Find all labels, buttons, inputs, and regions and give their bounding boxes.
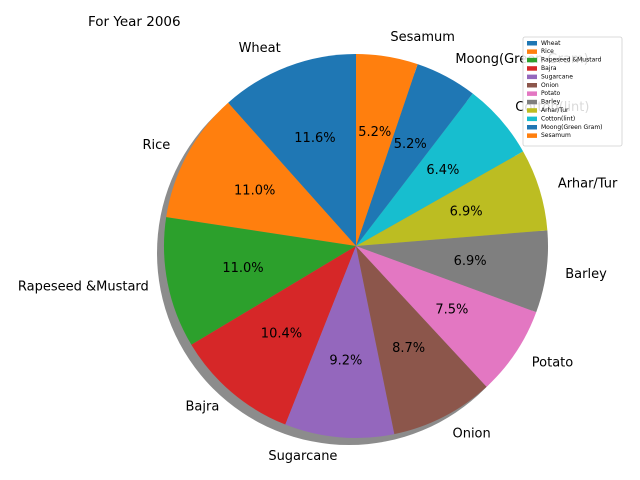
legend-label-arhar-tur: Arhar/Tur	[541, 107, 569, 114]
pie-slice-rapeseed-mustard	[164, 217, 356, 345]
category-label-sugarcane: Sugarcane	[268, 449, 337, 464]
legend-label-cotton-lint: Cotton(lint)	[541, 115, 575, 122]
legend-label-barley: Barley	[541, 99, 561, 106]
legend-label-sesamum: Sesamum	[541, 132, 571, 139]
category-label-onion: Onion	[452, 426, 490, 441]
legend-swatch-onion	[527, 83, 537, 88]
legend-label-rapeseed-mustard: Rapeseed &Mustard	[541, 57, 602, 64]
percent-label-cotton-lint: 6.4%	[426, 163, 459, 178]
percent-label-barley: 6.9%	[454, 254, 487, 269]
legend-label-sugarcane: Sugarcane	[541, 73, 573, 80]
pie-slice-sesamum	[356, 54, 418, 246]
category-label-arhar-tur: Arhar/Tur	[558, 176, 618, 191]
pie-slice-moong-green-gram	[356, 64, 473, 246]
category-label-wheat: Wheat	[239, 41, 281, 56]
legend-label-potato: Potato	[541, 90, 560, 97]
percent-label-moong-green-gram: 5.2%	[394, 137, 427, 152]
category-label-rapeseed-mustard: Rapeseed &Mustard	[18, 279, 149, 294]
legend-swatch-potato	[527, 91, 537, 96]
pie-slice-cotton-lint	[356, 93, 524, 246]
pie-slice-rice	[166, 102, 356, 246]
pie-slice-sugarcane	[285, 246, 395, 438]
legend-frame	[522, 36, 623, 147]
pie-slice-arhar-tur	[356, 151, 548, 246]
legend-swatch-sugarcane	[527, 74, 537, 80]
legend-swatch-barley	[527, 99, 537, 105]
legend-label-onion: Onion	[541, 82, 559, 89]
legend-swatch-sesamum	[527, 133, 537, 138]
legend-label-bajra: Bajra	[541, 65, 557, 72]
category-label-bajra: Bajra	[186, 400, 220, 415]
legend-swatch-wheat	[527, 41, 537, 46]
pie-slice-bajra	[191, 246, 356, 425]
percent-label-sesamum: 5.2%	[358, 125, 391, 140]
pie-slice-potato	[356, 246, 537, 387]
percent-label-rice: 11.0%	[234, 184, 275, 199]
legend-swatch-rapeseed-mustard	[527, 57, 537, 63]
percent-label-arhar-tur: 6.9%	[450, 205, 483, 220]
legend-swatch-rice	[527, 49, 537, 54]
pie-slice-wheat	[228, 54, 356, 246]
legend-swatch-arhar-tur	[527, 108, 537, 113]
percent-labels: 11.6% 11.0% 11.0% 10.4% 9.2% 8.7% 7.5% 6.9% 6.9%…	[222, 125, 486, 368]
chart-title: For Year 2006	[88, 14, 181, 30]
percent-label-potato: 7.5%	[435, 302, 468, 317]
pie-slice-onion	[356, 246, 487, 435]
legend-swatch-bajra	[527, 66, 537, 71]
pie-slice-barley	[356, 230, 549, 313]
percent-label-bajra: 10.4%	[261, 326, 302, 341]
category-label-potato: Potato	[532, 356, 573, 371]
legend-label-moong-green-gram: Moong(Green Gram)	[541, 124, 603, 131]
category-label-sesamum: Sesamum	[390, 30, 455, 45]
legend-swatch-moong-green-gram	[527, 125, 537, 130]
legend-swatch-cotton-lint	[527, 116, 537, 122]
percent-label-onion: 8.7%	[392, 341, 425, 356]
percent-label-wheat: 11.6%	[294, 131, 335, 146]
percent-label-sugarcane: 9.2%	[329, 353, 362, 368]
legend-label-rice: Rice	[541, 48, 554, 55]
legend-label-wheat: Wheat	[541, 40, 561, 47]
category-label-rice: Rice	[142, 138, 170, 153]
category-label-barley: Barley	[565, 267, 607, 282]
percent-label-rapeseed-mustard: 11.0%	[222, 261, 263, 276]
pie-slices	[164, 54, 549, 438]
